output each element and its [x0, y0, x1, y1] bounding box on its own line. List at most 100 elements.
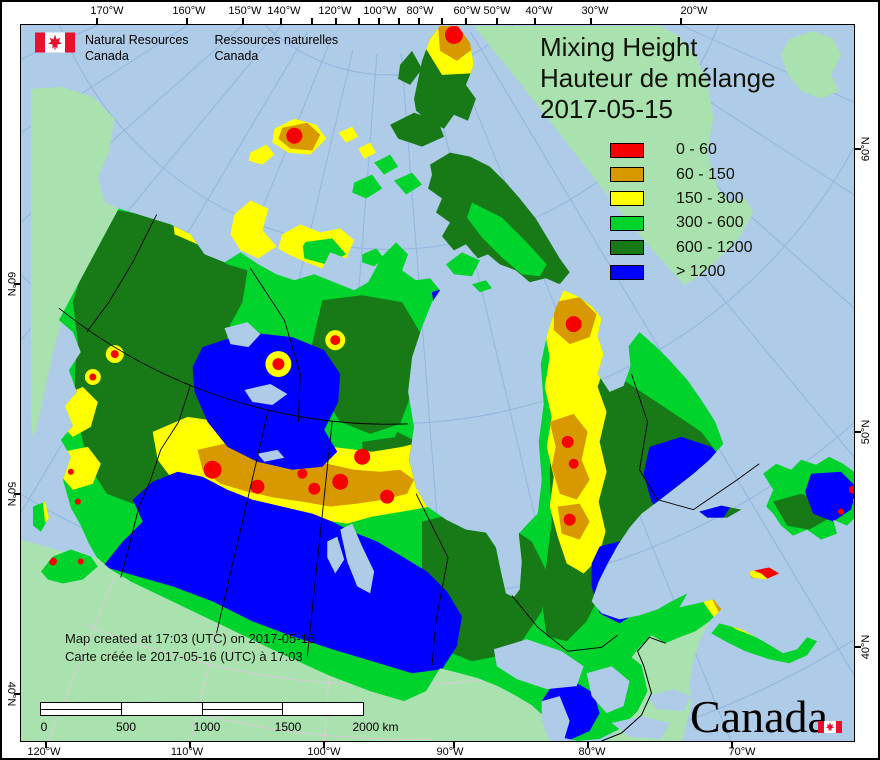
creation-note: Map created at 17:03 (UTC) on 2017-05-16…	[65, 630, 315, 666]
legend-item: 150 - 300	[610, 187, 753, 211]
scale-label: 2000 km	[352, 720, 399, 734]
province-borders	[58, 214, 760, 666]
landmass-usa	[21, 539, 710, 741]
graticule-tick	[418, 18, 421, 24]
legend-swatch	[610, 215, 644, 231]
graticule-tick	[14, 493, 20, 495]
legend-label: > 1200	[676, 263, 726, 281]
latitude-label: 60°N	[5, 271, 17, 297]
legend-item: 0 - 60	[610, 138, 753, 162]
longitude-label: 20°W	[680, 5, 708, 17]
scale-bar: 0 500 1000 1500 2000 km	[40, 702, 399, 734]
graticule-tick	[45, 742, 48, 748]
canada-bath1	[338, 126, 359, 143]
legend-label: 600 - 1200	[676, 238, 753, 256]
graticule-tick	[534, 18, 537, 24]
wordmark-text: Canada	[690, 691, 828, 742]
graticule-tick	[335, 18, 338, 24]
legend-swatch	[610, 191, 644, 207]
map-title: Mixing Height Hauteur de mélange 2017-05…	[540, 32, 776, 125]
scale-label: 1000	[193, 720, 221, 734]
legend-item: 60 - 150	[610, 162, 753, 186]
longitude-label: 90°W	[436, 746, 464, 758]
dept-name-french: Ressources naturelles Canada	[214, 33, 339, 63]
maple-leaf-flag	[35, 32, 75, 53]
legend-label: 60 - 150	[676, 165, 735, 183]
legend-label: 300 - 600	[676, 214, 744, 232]
graticule-tick	[96, 18, 98, 24]
graticule-tick	[855, 646, 861, 648]
longitude-label: 150°W	[228, 5, 262, 17]
legend-item: 600 - 1200	[610, 236, 753, 260]
scale-label: 0	[40, 720, 48, 734]
graticule-tick	[586, 742, 589, 748]
international-border	[601, 636, 666, 741]
legend-swatch	[610, 142, 644, 158]
longitude-label: 170°W	[90, 5, 124, 17]
graticule-tick	[453, 742, 456, 748]
graticule-tick	[855, 431, 861, 433]
longitude-label: 60°W	[453, 5, 481, 17]
latitude-label: 40°N	[860, 634, 872, 660]
graticule-tick	[495, 18, 498, 24]
map-canvas	[20, 24, 855, 742]
scale-label: 500	[115, 720, 137, 734]
latitude-label: 40°N	[5, 681, 17, 707]
longitude-label: 50°W	[483, 5, 511, 17]
longitude-label: 80°W	[406, 5, 434, 17]
graticule-tick	[377, 18, 380, 24]
legend-swatch	[610, 240, 644, 256]
graticule-tick	[186, 18, 189, 24]
longitude-label: 40°W	[525, 5, 553, 17]
canada-ns	[711, 623, 818, 664]
graticule-tick	[280, 18, 283, 24]
dept-name-english: Natural Resources Canada	[85, 33, 189, 63]
graticule-tick	[14, 693, 20, 695]
canada-ppatrick	[248, 144, 275, 165]
longitude-label: 30°W	[581, 5, 609, 17]
graticule-tick	[589, 18, 592, 24]
legend: 0 - 60 60 - 150 150 - 300 300 - 600 600 - 12…	[610, 138, 753, 284]
longitude-label: 110°W	[170, 746, 204, 758]
graticule-tick	[357, 18, 360, 24]
canada-somerset	[394, 172, 423, 195]
graticule-tick	[398, 18, 400, 24]
scale-segment	[41, 703, 122, 715]
government-signature: Natural Resources Canada Ressources natu…	[35, 32, 364, 64]
legend-label: 150 - 300	[676, 189, 744, 207]
longitude-label: 160°W	[172, 5, 206, 17]
graticule-tick	[310, 18, 313, 24]
creation-note-fr: Carte créée le 2017-05-16 (UTC) à 17:03	[65, 649, 303, 664]
wordmark-flag-icon	[817, 691, 842, 733]
title-english: Mixing Height	[540, 32, 698, 62]
longitude-label: 70°W	[728, 746, 756, 758]
canada-coats	[471, 280, 492, 293]
graticule-tick	[322, 742, 325, 748]
legend-swatch	[610, 264, 644, 280]
longitude-label: 100°W	[363, 5, 397, 17]
legend-label: 0 - 60	[676, 141, 717, 159]
graticule-tick	[855, 148, 861, 150]
canada-kingwm	[362, 248, 385, 267]
scale-segment	[121, 703, 203, 715]
canada-axel	[398, 50, 423, 85]
scale-segment	[202, 703, 284, 715]
maple-leaf-flag	[817, 721, 842, 733]
longitude-label: 100°W	[307, 746, 341, 758]
latitude-label: 60°N	[860, 136, 872, 162]
title-french: Hauteur de mélange	[540, 63, 776, 93]
graticule-tick	[241, 18, 244, 24]
graticule-tick	[679, 18, 682, 24]
canada-southampton	[445, 252, 480, 277]
lakes	[224, 322, 692, 741]
legend-item: > 1200	[610, 260, 753, 284]
latitude-label: 50°N	[5, 481, 17, 507]
longitude-label: 120°W	[318, 5, 352, 17]
longitude-label: 120°W	[27, 746, 61, 758]
longitude-label: 140°W	[267, 5, 301, 17]
graticule-tick	[189, 742, 192, 748]
scale-bar-graphic	[40, 702, 364, 716]
canada-bath2	[358, 142, 377, 159]
graticule-tick	[465, 18, 468, 24]
